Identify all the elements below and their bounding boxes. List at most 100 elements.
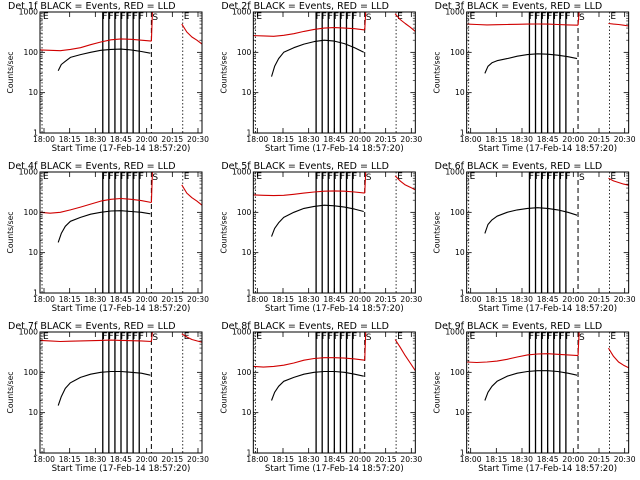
x-tick-label: 20:30 — [400, 455, 422, 464]
y-tick-label: 100 — [450, 368, 465, 377]
flare-marker-label: F — [346, 172, 351, 182]
events-series-line — [484, 370, 578, 401]
y-tick-label: 1000 — [445, 328, 464, 337]
flare-marker-label: F — [328, 172, 333, 182]
y-tick-label: 100 — [24, 48, 39, 57]
flare-marker-label: F — [352, 332, 357, 342]
lld-series-line — [466, 23, 579, 26]
x-axis-label: Start Time (17-Feb-14 18:57:20) — [52, 464, 191, 474]
chart-title: Det 9f BLACK = Events, RED = LLD — [435, 321, 603, 332]
eclipse-marker-label: E — [184, 12, 190, 22]
flare-marker-label: F — [346, 12, 351, 22]
lld-series-line — [608, 22, 629, 27]
x-tick-label: 18:45 — [537, 295, 559, 304]
x-tick-label: 18:45 — [537, 455, 559, 464]
eclipse-marker-label: E — [610, 172, 616, 182]
lld-series-line — [394, 13, 416, 32]
flare-marker-label: F — [322, 12, 327, 22]
saa-marker-label: S — [152, 333, 158, 343]
x-tick-label: 20:15 — [375, 295, 397, 304]
flare-marker-label: F — [547, 332, 552, 342]
eclipse-marker-label: E — [397, 12, 403, 22]
flare-marker-label: F — [553, 12, 558, 22]
y-axis-label: Counts/sec — [219, 52, 228, 94]
eclipse-marker-label: E — [43, 172, 49, 182]
eclipse-marker-label: E — [43, 12, 49, 22]
flare-marker-label: F — [108, 12, 113, 22]
x-axis-label: Start Time (17-Feb-14 18:57:20) — [265, 464, 404, 474]
flare-marker-label: F — [316, 12, 321, 22]
x-tick-label: 18:30 — [298, 295, 320, 304]
flare-marker-label: F — [553, 172, 558, 182]
lld-series-line — [253, 27, 365, 37]
x-tick-label: 18:00 — [460, 295, 482, 304]
saa-marker-label: S — [366, 13, 372, 23]
eclipse-marker-label: E — [610, 332, 616, 342]
x-tick-label: 20:15 — [588, 455, 610, 464]
x-tick-label: 18:00 — [33, 135, 55, 144]
flare-marker-label: F — [559, 332, 564, 342]
x-tick-label: 20:30 — [187, 455, 209, 464]
events-series-line — [271, 204, 364, 237]
events-series-line — [271, 39, 364, 77]
flare-marker-label: F — [316, 332, 321, 342]
x-tick-label: 20:15 — [161, 295, 183, 304]
saa-marker-label: S — [579, 13, 585, 23]
lld-series-line — [466, 353, 579, 364]
flare-marker-label: F — [127, 332, 132, 342]
y-axis-label: Counts/sec — [433, 52, 442, 94]
x-tick-label: 18:15 — [59, 455, 81, 464]
y-tick-label: 1000 — [19, 328, 38, 337]
y-axis-label: Counts/sec — [433, 212, 442, 254]
flare-marker-label: F — [127, 172, 132, 182]
eclipse-marker-label: E — [256, 172, 262, 182]
x-tick-label: 18:30 — [511, 295, 533, 304]
y-tick-label: 100 — [237, 48, 252, 57]
eclipse-marker-label: E — [470, 12, 476, 22]
x-tick-label: 20:30 — [614, 135, 636, 144]
y-tick-label: 10 — [455, 88, 465, 97]
y-axis-label: Counts/sec — [6, 212, 15, 254]
y-tick-label: 100 — [450, 208, 465, 217]
y-tick-label: 1 — [460, 289, 465, 298]
y-tick-label: 1000 — [232, 168, 251, 177]
y-tick-label: 1 — [33, 129, 38, 138]
flare-marker-label: F — [121, 12, 126, 22]
events-series-line — [484, 53, 578, 74]
flare-marker-label: F — [114, 12, 119, 22]
chart-title: Det 4f BLACK = Events, RED = LLD — [8, 161, 176, 172]
events-series-line — [57, 48, 151, 71]
flare-marker-label: F — [535, 172, 540, 182]
lld-series-line — [39, 339, 152, 343]
flare-marker-label: F — [565, 172, 570, 182]
y-tick-label: 10 — [28, 408, 38, 417]
flare-marker-label: F — [114, 332, 119, 342]
flare-marker-label: F — [108, 172, 113, 182]
x-tick-label: 20:30 — [400, 295, 422, 304]
x-tick-label: 20:30 — [187, 295, 209, 304]
flare-marker-label: F — [102, 12, 107, 22]
x-tick-label: 18:00 — [246, 295, 268, 304]
flare-marker-label: F — [340, 332, 345, 342]
y-tick-label: 100 — [237, 208, 252, 217]
lld-series-line — [394, 339, 416, 372]
x-tick-label: 20:15 — [588, 135, 610, 144]
y-tick-label: 1000 — [19, 168, 38, 177]
y-tick-label: 10 — [455, 248, 465, 257]
flare-marker-label: F — [565, 332, 570, 342]
flare-marker-label: F — [547, 172, 552, 182]
lld-series-line — [181, 184, 203, 206]
events-series-line — [484, 207, 578, 234]
y-tick-label: 1000 — [445, 8, 464, 17]
lld-series-line — [253, 357, 365, 368]
y-tick-label: 10 — [242, 408, 252, 417]
x-tick-label: 20:00 — [349, 455, 371, 464]
x-tick-label: 20:00 — [349, 135, 371, 144]
x-tick-label: 18:00 — [246, 135, 268, 144]
flare-marker-label: F — [139, 332, 144, 342]
eclipse-marker-label: E — [470, 332, 476, 342]
